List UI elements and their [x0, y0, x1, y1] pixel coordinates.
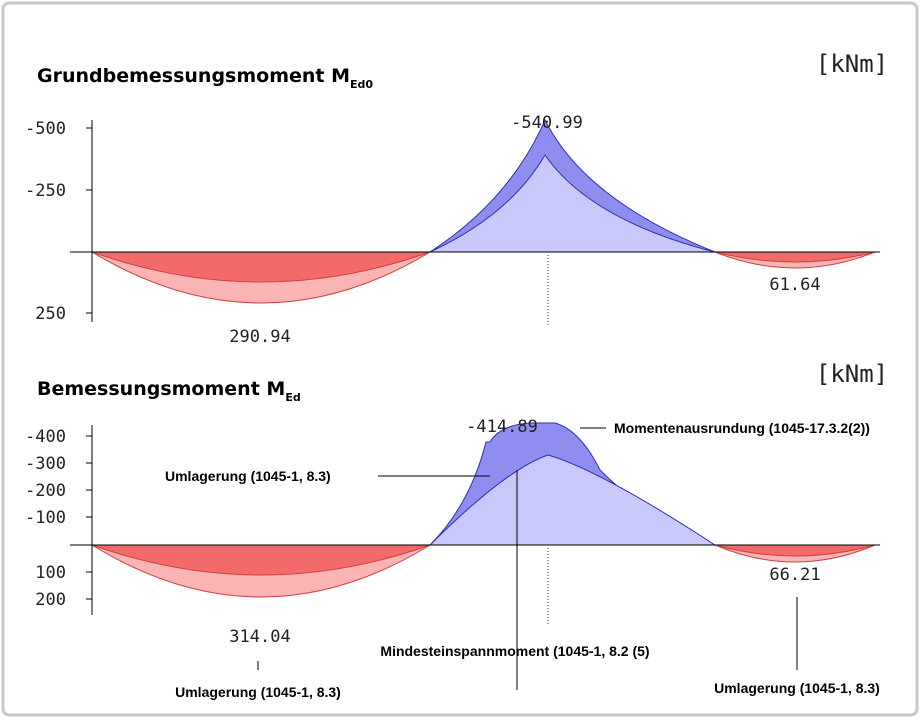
tick-label: 200 [35, 590, 66, 610]
annotation: Umlagerung (1045-1, 8.3) [714, 680, 880, 696]
title-subscript: Ed [285, 391, 300, 404]
tick-label: -250 [25, 181, 66, 201]
tick-label: 250 [35, 304, 66, 324]
moment-area-inner [428, 454, 717, 546]
panel-title: Bemessungsmoment MEd [37, 378, 301, 404]
ticks [86, 435, 92, 600]
panel-title: Grundbemessungsmoment MEd0 [37, 65, 373, 91]
title-text: Bemessungsmoment M [37, 378, 285, 400]
annotation: Mindesteinspannmoment (1045-1, 8.2 (5) [380, 643, 649, 659]
tick-label: -100 [25, 508, 66, 528]
annotation: Umlagerung (1045-1, 8.3) [175, 684, 341, 700]
value-label: -540.99 [511, 113, 583, 133]
tick-label: -500 [25, 119, 66, 139]
value-label: 66.21 [769, 565, 820, 585]
tick-label: 100 [35, 563, 66, 583]
moment-area-inner [714, 251, 876, 263]
value-label: -414.89 [466, 417, 538, 437]
moment-area-inner [91, 544, 431, 576]
value-label: 61.64 [769, 275, 820, 295]
moment-area-inner [714, 544, 876, 557]
unit: [kNm] [816, 360, 888, 388]
tick-label: -400 [25, 427, 66, 447]
moment-area-inner [91, 251, 431, 283]
tick-label: -200 [25, 481, 66, 501]
moment-area-inner [429, 154, 716, 253]
unit: [kNm] [816, 50, 888, 78]
title-subscript: Ed0 [350, 78, 373, 91]
value-label: 290.94 [229, 327, 290, 347]
value-label: 314.04 [229, 627, 290, 647]
annotation: Umlagerung (1045-1, 8.3) [165, 468, 331, 484]
annotation: Momentenausrundung (1045-17.3.2(2)) [614, 420, 870, 436]
tick-label: -300 [25, 454, 66, 474]
title-text: Grundbemessungsmoment M [37, 65, 350, 87]
